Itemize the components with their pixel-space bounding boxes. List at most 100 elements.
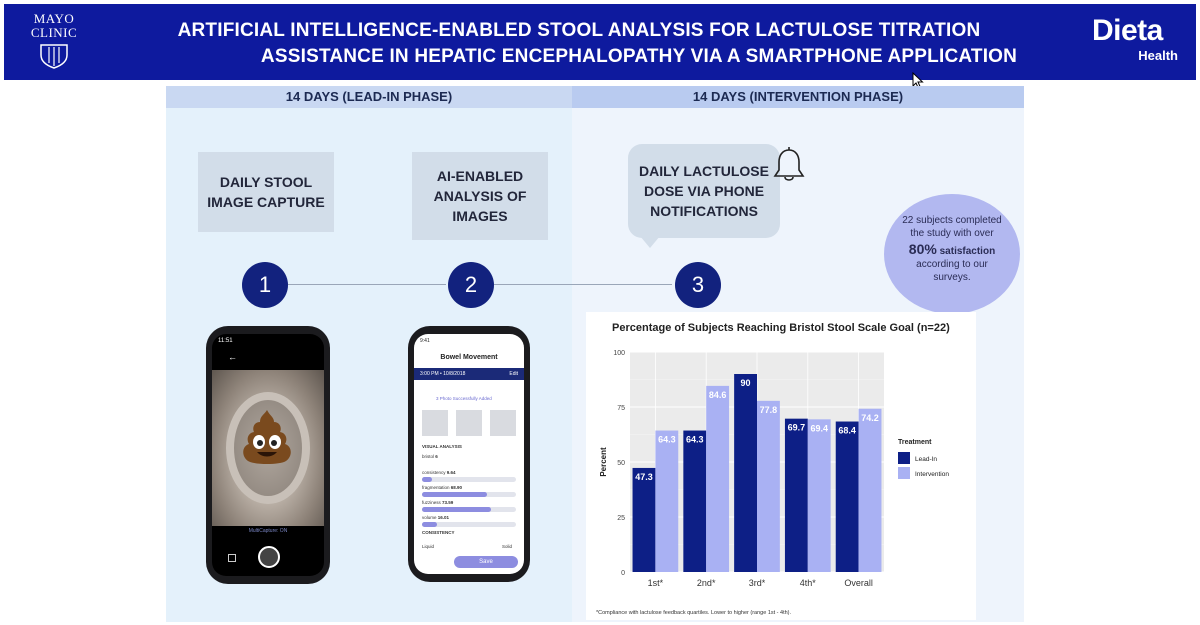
step1-card: DAILY STOOL IMAGE CAPTURE (198, 152, 334, 232)
legend-swatch (898, 452, 910, 464)
step3-line3: NOTIFICATIONS (650, 203, 758, 219)
phase-intervention-label: 14 DAYS (INTERVENTION PHASE) (572, 86, 1024, 108)
phone1-capture-caption: MultiCapture: ON (248, 528, 288, 534)
chart-footnote: *Compliance with lactulose feedback quar… (596, 610, 792, 616)
bar-value-label: 77.8 (760, 405, 778, 415)
metric-bristol: bristol 6 (422, 454, 438, 459)
step2-line3: IMAGES (452, 208, 508, 224)
bell-icon (773, 147, 805, 181)
fragmentation-fill (422, 492, 487, 497)
legend-title: Treatment (898, 439, 932, 446)
satisfaction-line3: according to our (916, 259, 988, 270)
bar-intervention-1 (655, 430, 679, 572)
step2-line1: AI-ENABLED (436, 168, 524, 184)
title-line1: ARTIFICIAL INTELLIGENCE-ENABLED STOOL AN… (177, 20, 981, 41)
step1-line1: DAILY STOOL (219, 174, 313, 190)
bowel-movement-title: Bowel Movement (440, 354, 498, 361)
bar-intervention-4 (807, 419, 831, 572)
y-tick-label: 25 (617, 515, 625, 522)
bar-value-label: 69.7 (788, 423, 806, 433)
fuzziness-fill (422, 507, 491, 512)
bar-value-label: 69.4 (810, 423, 828, 433)
stool-thumbnail-3[interactable] (490, 410, 516, 436)
gallery-icon (228, 554, 236, 562)
mayo-logo-line1: MAYO (33, 11, 75, 26)
metric-volume: volume 16.01 (422, 515, 450, 520)
shield-icon (40, 44, 68, 69)
bar-intervention-3 (757, 400, 780, 572)
bar-lead-in-4 (784, 418, 808, 572)
step1-line2: IMAGE CAPTURE (207, 194, 325, 210)
back-arrow-icon: ← (228, 352, 237, 362)
y-tick-label: 75 (617, 405, 625, 412)
dieta-health-logo: Dieta Health (1092, 14, 1182, 70)
step2-line2: ANALYSIS OF (433, 188, 527, 204)
y-tick-label: 50 (617, 460, 625, 467)
bar-lead-in-1 (632, 467, 656, 572)
volume-fill (422, 522, 437, 527)
bar-lead-in-3 (734, 374, 757, 572)
consistency-section-label: CONSISTENCY (422, 530, 455, 535)
consistency-fill (422, 477, 432, 482)
legend-swatch (898, 467, 910, 479)
dieta-logo-sub: Health (1138, 48, 1178, 63)
datetime-text: 3:00 PM • 10/8/2018 (420, 371, 466, 377)
camera-shutter-icon (258, 546, 280, 568)
bar-lead-in-2 (683, 430, 707, 572)
scale-max-label: Solid (502, 544, 513, 549)
legend-entry: Intervention (915, 471, 949, 478)
scale-min-label: Liquid (422, 544, 435, 549)
bar-intervention-2 (706, 385, 730, 572)
step2-number-badge: 2 (448, 262, 494, 308)
edit-link[interactable]: Edit (509, 371, 518, 377)
bar-value-label: 47.3 (635, 472, 653, 482)
step3-line2: DOSE VIA PHONE (643, 183, 765, 199)
bar-intervention-5 (858, 408, 882, 572)
bar-lead-in-5 (835, 421, 859, 572)
satisfaction-percent: 80% (908, 241, 937, 257)
photos-added-text: 3 Photo Successfully Added (436, 396, 492, 401)
visual-analysis-label: VISUAL ANALYSIS (422, 444, 462, 449)
consistency-track (422, 477, 516, 482)
bar-value-label: 64.3 (658, 435, 676, 445)
datetime-bar: 3:00 PM • 10/8/2018 Edit (414, 368, 524, 380)
phone-camera-screen: 11:51 ← MultiCapture: ON (212, 334, 324, 576)
satisfaction-line4: surveys. (933, 272, 971, 283)
phone1-status-time: 11:51 (218, 338, 233, 344)
x-tick-label: 1st* (648, 578, 664, 588)
slide-header: MAYO CLINIC ARTIFICIAL INTELLIGENCE-ENAB… (4, 4, 1196, 80)
satisfaction-line2: the study with over (910, 228, 994, 239)
poop-emoji-icon (243, 410, 291, 464)
legend-entry: Lead-In (915, 456, 937, 463)
satisfaction-percent-suffix: satisfaction (939, 246, 996, 257)
metric-fragmentation: fragmentation 68.90 (422, 485, 463, 490)
phase-lead-in-label: 14 DAYS (LEAD-IN PHASE) (166, 86, 572, 108)
step3-number-badge: 3 (675, 262, 721, 308)
toilet-photo (212, 370, 324, 526)
slide-title: ARTIFICIAL INTELLIGENCE-ENABLED STOOL AN… (114, 18, 1044, 70)
step1-number-badge: 1 (242, 262, 288, 308)
phone-app-screen: 9:41 Bowel Movement 3:00 PM • 10/8/2018 … (414, 334, 524, 574)
title-line2: ASSISTANCE IN HEPATIC ENCEPHALOPATHY VIA… (260, 46, 1018, 67)
save-button[interactable]: Save (454, 556, 518, 568)
x-tick-label: 3rd* (749, 578, 766, 588)
stool-thumbnail-2[interactable] (456, 410, 482, 436)
y-axis-label: Percent (599, 447, 608, 477)
x-tick-label: Overall (844, 578, 873, 588)
mayo-clinic-logo: MAYO CLINIC (22, 12, 86, 69)
x-tick-label: 2nd* (697, 578, 716, 588)
phone2-status-time: 9:41 (420, 338, 430, 344)
metric-fuzziness: fuzziness 73.59 (422, 500, 454, 505)
satisfaction-callout: 22 subjects completed the study with ove… (884, 194, 1020, 314)
volume-track (422, 522, 516, 527)
step-connector-2-3 (494, 284, 672, 285)
step3-line1: DAILY LACTULOSE (639, 163, 769, 179)
stool-thumbnail-1[interactable] (422, 410, 448, 436)
mayo-logo-line2: CLINIC (30, 25, 78, 40)
step3-speech-bubble: DAILY LACTULOSE DOSE VIA PHONE NOTIFICAT… (628, 144, 780, 238)
y-tick-label: 0 (621, 570, 625, 577)
step-connector-1-2 (288, 284, 446, 285)
metric-consistency: consistency 9.64 (422, 470, 456, 475)
bar-value-label: 84.6 (709, 390, 727, 400)
